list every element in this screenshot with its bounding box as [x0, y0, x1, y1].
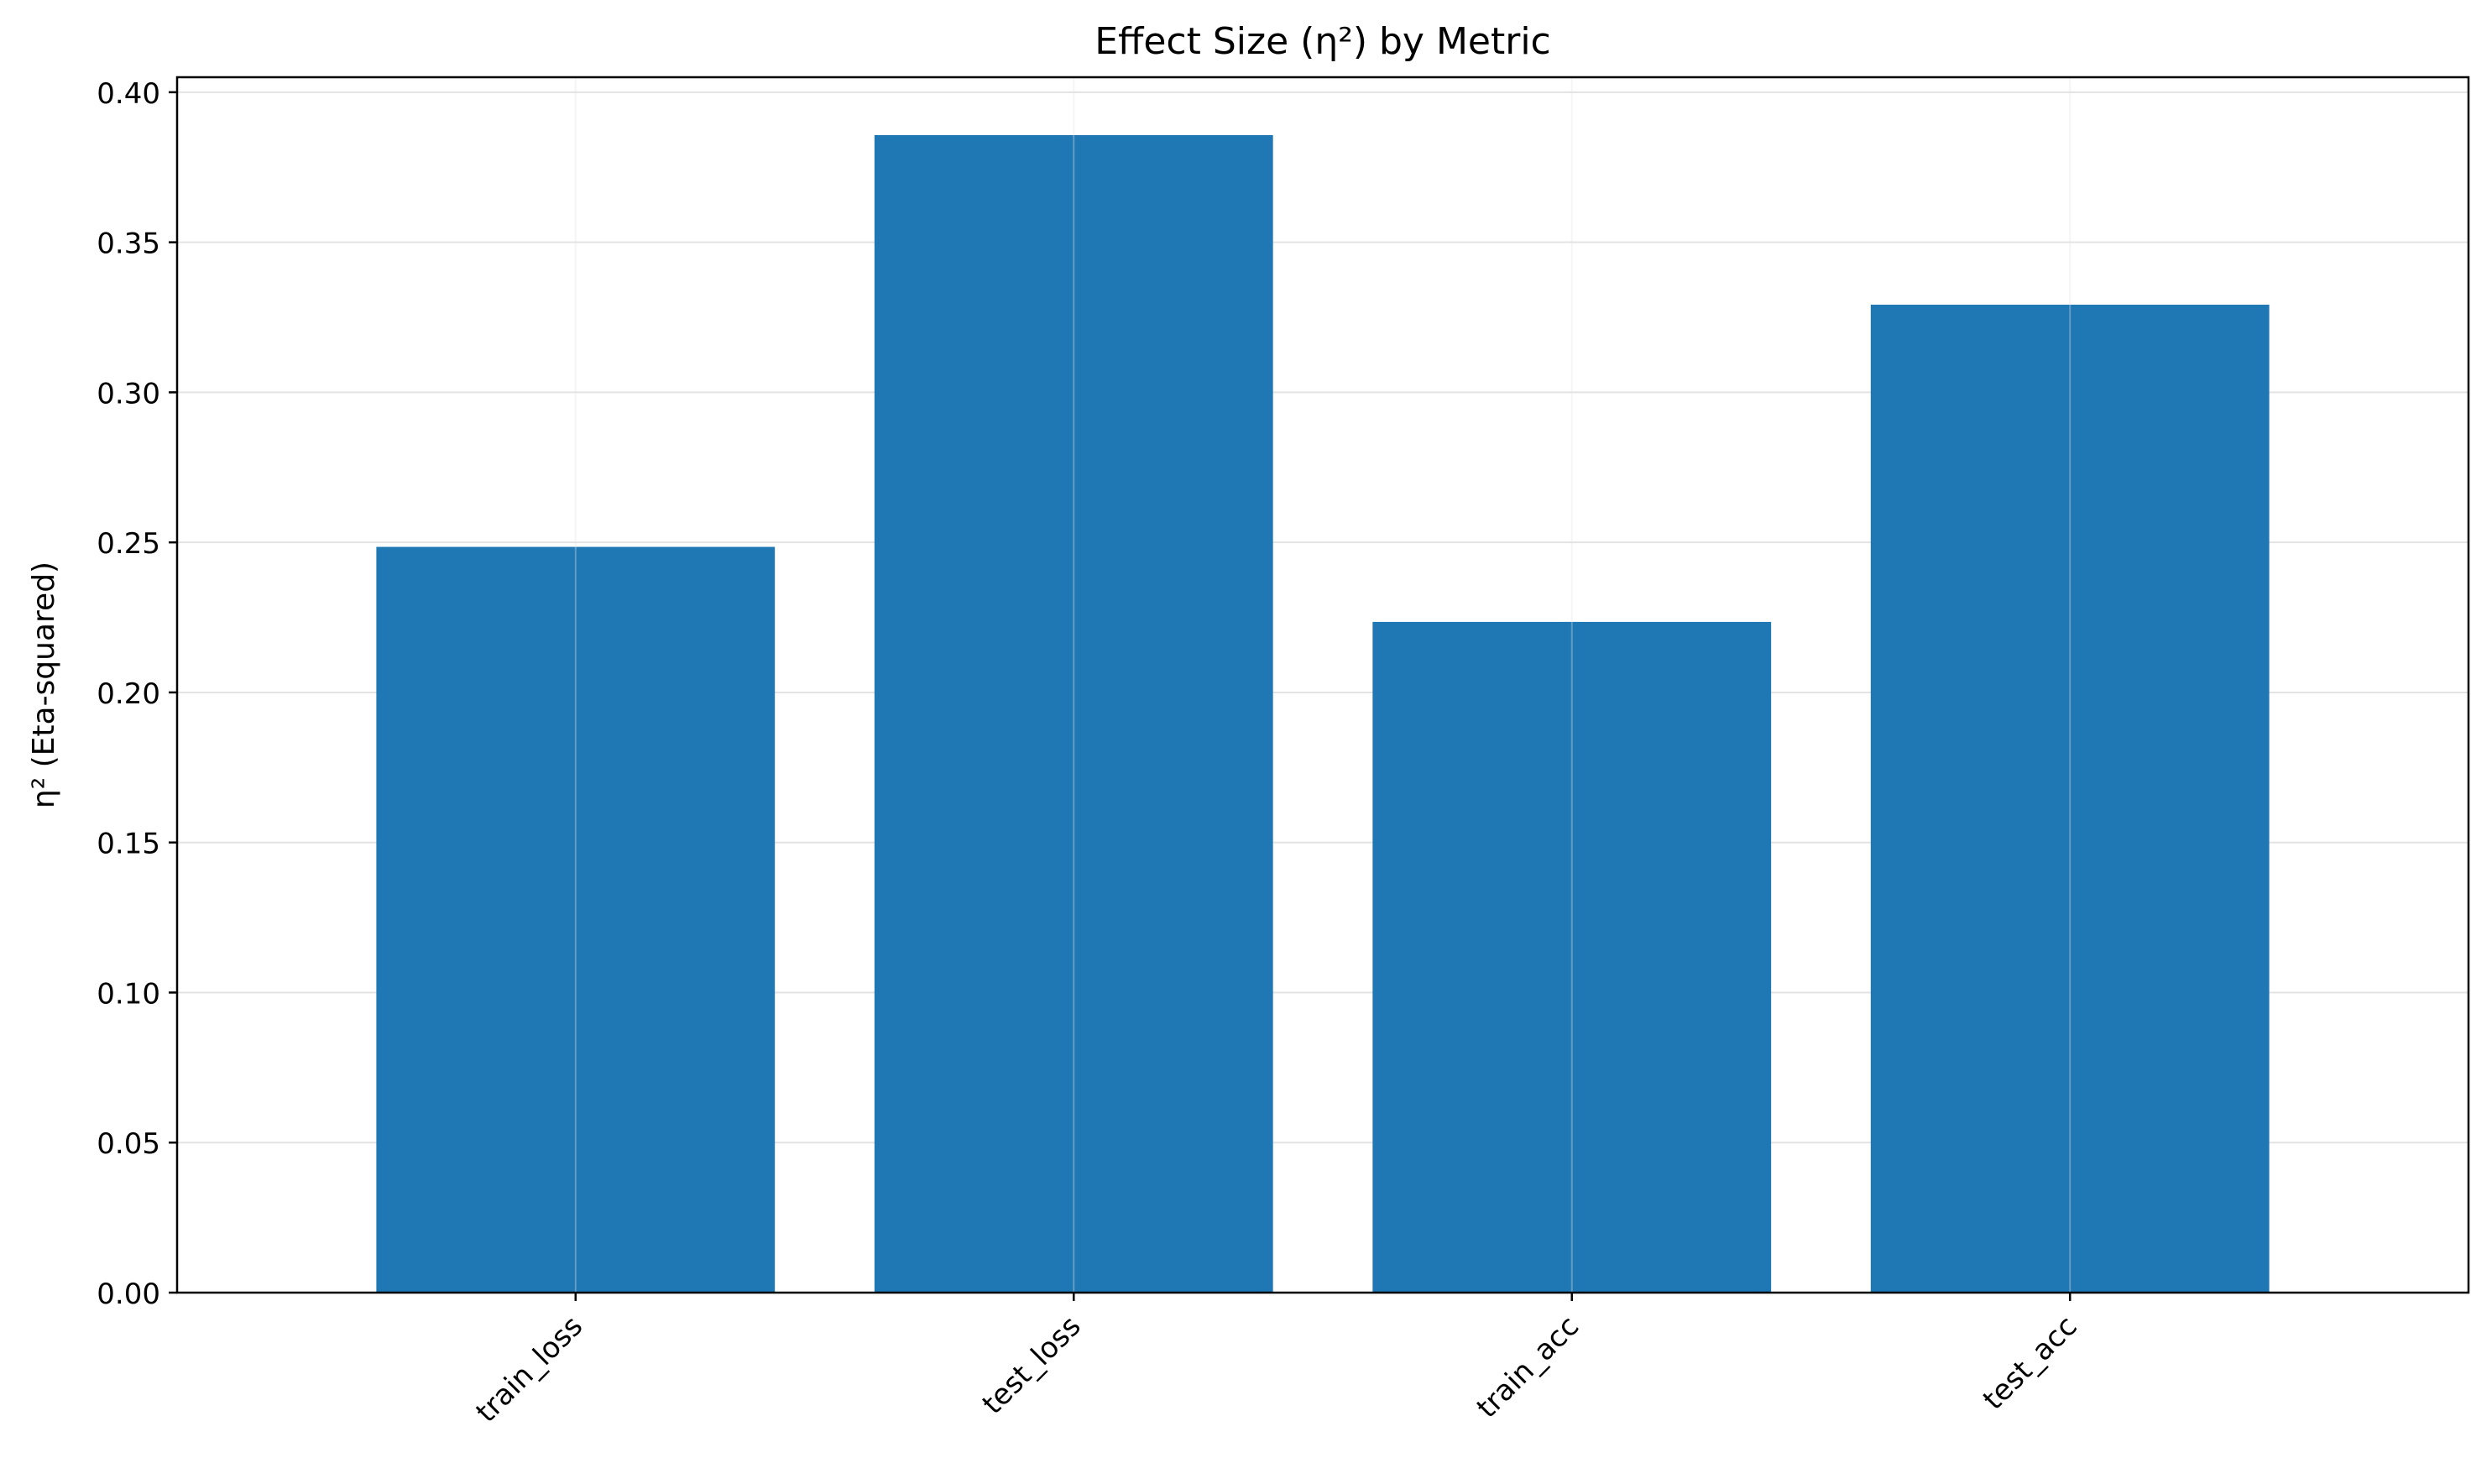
bar-test-loss [874, 135, 1273, 1293]
y-tick-label: 0.10 [97, 977, 160, 1011]
bars [376, 135, 2270, 1293]
y-tick-label: 0.20 [97, 677, 160, 711]
x-grid-lines [574, 77, 2071, 1293]
y-tick-label: 0.00 [97, 1278, 160, 1311]
y-tick-label: 0.40 [97, 77, 160, 111]
y-tick-label: 0.15 [97, 828, 160, 861]
chart-title: Effect Size (η²) by Metric [1094, 20, 1551, 63]
y-tick-label: 0.30 [97, 377, 160, 410]
y-axis-ticks: 0.00 0.05 0.10 0.15 0.20 0.25 0.30 0.35 0.40 [97, 77, 177, 1311]
y-tick-label: 0.25 [97, 527, 160, 561]
bar-test-acc [1870, 305, 2270, 1293]
bar-train-acc [1372, 621, 1772, 1293]
plot-frame [175, 76, 2470, 1294]
y-tick-label: 0.05 [97, 1127, 160, 1161]
y-tick-label: 0.35 [97, 227, 160, 261]
bar-train-loss [376, 546, 776, 1293]
y-axis-label: η² (Eta-squared) [27, 562, 61, 808]
